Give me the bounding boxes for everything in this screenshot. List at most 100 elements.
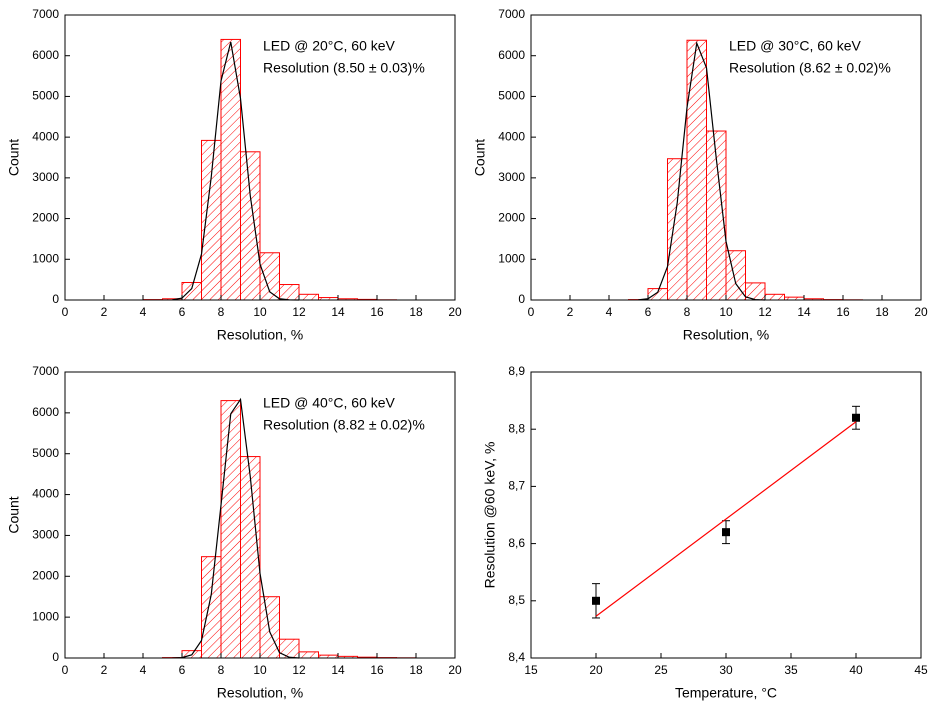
annotation: Resolution (8.50 ± 0.03)% [263, 60, 425, 76]
x-tick-label: 2 [101, 305, 108, 319]
x-tick-label: 8 [684, 305, 691, 319]
x-tick-label: 18 [409, 663, 423, 677]
x-tick-label: 14 [797, 305, 811, 319]
x-tick-label: 10 [719, 305, 733, 319]
y-tick-label: 8,6 [508, 536, 525, 550]
bar [201, 556, 222, 659]
y-tick-label: 8,7 [508, 479, 525, 493]
y-tick-label: 3000 [498, 170, 525, 184]
x-tick-label: 10 [253, 663, 267, 677]
y-tick-label: 6000 [32, 48, 59, 62]
fit-line [172, 41, 300, 301]
x-tick-label: 30 [719, 663, 733, 677]
x-tick-label: 40 [849, 663, 863, 677]
x-tick-label: 35 [784, 663, 798, 677]
y-axis-title: Count [6, 496, 22, 533]
bar [259, 596, 280, 659]
y-tick-label: 7000 [498, 7, 525, 21]
bar [240, 456, 261, 659]
y-tick-label: 6000 [32, 405, 59, 419]
y-tick-label: 2000 [32, 211, 59, 225]
y-tick-label: 1000 [32, 251, 59, 265]
annotation: LED @ 40°C, 60 keV [263, 395, 396, 411]
annotation: LED @ 30°C, 60 keV [729, 38, 862, 54]
y-axis-title: Count [472, 139, 488, 176]
bar [201, 139, 222, 301]
x-tick-label: 20 [448, 305, 462, 319]
bar [647, 288, 668, 301]
y-tick-label: 1000 [32, 609, 59, 623]
y-tick-label: 0 [52, 292, 59, 306]
x-tick-label: 6 [179, 305, 186, 319]
x-tick-label: 20 [914, 305, 928, 319]
bar [259, 252, 280, 301]
x-tick-label: 8 [218, 305, 225, 319]
x-tick-label: 25 [654, 663, 668, 677]
x-tick-label: 6 [645, 305, 652, 319]
x-tick-label: 10 [253, 305, 267, 319]
x-tick-label: 16 [370, 663, 384, 677]
x-tick-label: 16 [370, 305, 384, 319]
x-tick-label: 14 [331, 305, 345, 319]
x-tick-label: 4 [140, 305, 147, 319]
bar [686, 39, 707, 301]
x-axis-title: Resolution, % [217, 685, 303, 701]
bar [667, 158, 688, 301]
bar [240, 151, 261, 301]
fit-line [172, 397, 300, 659]
point [592, 596, 600, 605]
bar [220, 400, 241, 659]
point [722, 528, 730, 537]
bar [298, 651, 319, 659]
x-tick-label: 0 [62, 663, 69, 677]
annotation: LED @ 20°C, 60 keV [263, 38, 396, 54]
x-tick-label: 0 [62, 305, 69, 319]
y-tick-label: 7000 [32, 364, 59, 378]
y-tick-label: 0 [518, 292, 525, 306]
bar [279, 284, 300, 301]
y-tick-label: 4000 [32, 129, 59, 143]
x-tick-label: 8 [218, 663, 225, 677]
y-tick-label: 2000 [32, 568, 59, 582]
x-tick-label: 45 [914, 663, 928, 677]
y-tick-label: 5000 [32, 89, 59, 103]
x-tick-label: 18 [409, 305, 423, 319]
x-axis-title: Temperature, °C [675, 685, 777, 701]
y-tick-label: 8,8 [508, 421, 525, 435]
x-tick-label: 20 [589, 663, 603, 677]
y-tick-label: 8,5 [508, 593, 525, 607]
y-tick-label: 0 [52, 650, 59, 664]
x-tick-label: 18 [875, 305, 889, 319]
y-tick-label: 6000 [498, 48, 525, 62]
x-axis-title: Resolution, % [217, 327, 303, 343]
x-tick-label: 6 [179, 663, 186, 677]
y-tick-label: 5000 [32, 446, 59, 460]
x-tick-label: 15 [524, 663, 538, 677]
x-tick-label: 4 [140, 663, 147, 677]
y-tick-label: 4000 [498, 129, 525, 143]
y-tick-label: 1000 [498, 251, 525, 265]
y-tick-label: 3000 [32, 528, 59, 542]
y-tick-label: 8,4 [508, 650, 525, 664]
y-axis-title: Count [6, 139, 22, 176]
x-tick-label: 2 [567, 305, 574, 319]
y-tick-label: 2000 [498, 211, 525, 225]
bar [181, 281, 202, 301]
x-tick-label: 2 [101, 663, 108, 677]
x-tick-label: 14 [331, 663, 345, 677]
y-axis-title: Resolution @60 keV, % [482, 442, 498, 589]
x-tick-label: 12 [292, 663, 306, 677]
x-tick-label: 12 [758, 305, 772, 319]
y-tick-label: 8,9 [508, 364, 525, 378]
plot-frame [530, 371, 922, 659]
x-tick-label: 12 [292, 305, 306, 319]
bar [279, 638, 300, 659]
bar [298, 293, 319, 301]
bar [764, 293, 785, 301]
point [852, 413, 860, 422]
x-tick-label: 16 [836, 305, 850, 319]
fit-line [638, 40, 766, 301]
x-axis-title: Resolution, % [683, 327, 769, 343]
